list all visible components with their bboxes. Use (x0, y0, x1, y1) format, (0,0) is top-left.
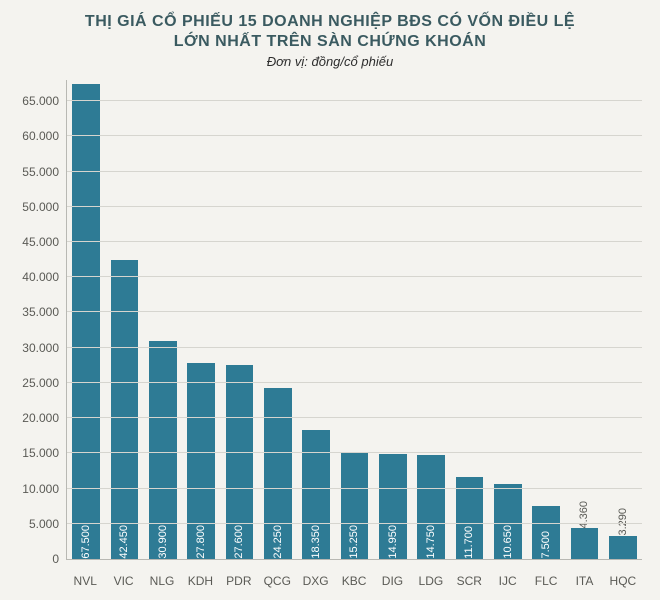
bar-qcg: 24.250 (264, 388, 292, 559)
xtick-label: DIG (373, 574, 411, 588)
ytick-label: 25.000 (22, 376, 67, 390)
bar-value-label: 67.500 (80, 521, 92, 559)
chart-title-line1: THỊ GIÁ CỔ PHIẾU 15 DOANH NGHIỆP BĐS CÓ … (16, 12, 644, 32)
ytick-label: 50.000 (22, 200, 67, 214)
bar-kbc: 15.250 (341, 452, 369, 559)
bar-vic: 42.450 (111, 260, 139, 559)
bar-nlg: 30.900 (149, 341, 177, 559)
bar-dig: 14.950 (379, 454, 407, 559)
gridline (67, 347, 642, 348)
xtick-label: KBC (335, 574, 373, 588)
bar-value-label: 10.650 (502, 521, 514, 559)
chart-title-block: THỊ GIÁ CỔ PHIẾU 15 DOANH NGHIỆP BĐS CÓ … (16, 12, 644, 69)
bar-kdh: 27.800 (187, 363, 215, 559)
bar-value-label: 11.700 (463, 522, 475, 559)
bar-value-label: 15.250 (348, 521, 360, 559)
bar-flc: 7.500 (532, 506, 560, 559)
gridline (67, 276, 642, 277)
chart-subtitle: Đơn vị: đồng/cổ phiếu (16, 54, 644, 69)
bar-value-label: 27.800 (195, 521, 207, 559)
xtick-label: IJC (488, 574, 526, 588)
bar-hqc: 3.290 (609, 536, 637, 559)
bar-ijc: 10.650 (494, 484, 522, 559)
gridline (67, 241, 642, 242)
plot-wrapper: 67.500 42.450 30.900 27.800 27.600 24.250 18.3… (66, 80, 642, 560)
ytick-label: 30.000 (22, 341, 67, 355)
xtick-label: LDG (412, 574, 450, 588)
ytick-label: 10.000 (22, 482, 67, 496)
bar-ita: 4.360 (571, 528, 599, 559)
gridline (67, 452, 642, 453)
bar-value-label: 27.600 (233, 521, 245, 559)
gridline (67, 100, 642, 101)
xtick-label: QCG (258, 574, 296, 588)
xtick-label: DXG (296, 574, 334, 588)
xtick-label: KDH (181, 574, 219, 588)
ytick-label: 35.000 (22, 305, 67, 319)
xtick-label: NLG (143, 574, 181, 588)
ytick-label: 60.000 (22, 129, 67, 143)
gridline (67, 171, 642, 172)
chart-container: THỊ GIÁ CỔ PHIẾU 15 DOANH NGHIỆP BĐS CÓ … (0, 0, 660, 600)
bar-ldg: 14.750 (417, 455, 445, 559)
bar-value-label: 14.750 (425, 521, 437, 559)
ytick-label: 0 (52, 552, 67, 566)
xtick-label: FLC (527, 574, 565, 588)
gridline (67, 311, 642, 312)
ytick-label: 45.000 (22, 235, 67, 249)
gridline (67, 417, 642, 418)
gridline (67, 135, 642, 136)
xtick-label: VIC (104, 574, 142, 588)
xtick-label: NVL (66, 574, 104, 588)
xtick-label: HQC (604, 574, 642, 588)
x-axis-labels: NVLVICNLGKDHPDRQCGDXGKBCDIGLDGSCRIJCFLCI… (66, 574, 642, 588)
bar-value-label: 4.360 (578, 499, 590, 529)
bar-scr: 11.700 (456, 477, 484, 559)
bar-value-label: 7.500 (540, 527, 552, 559)
bar-value-label: 24.250 (272, 521, 284, 559)
bar-value-label: 30.900 (157, 521, 169, 559)
ytick-label: 40.000 (22, 270, 67, 284)
gridline (67, 382, 642, 383)
bar-pdr: 27.600 (226, 365, 254, 559)
ytick-label: 5.000 (29, 517, 67, 531)
bar-value-label: 3.290 (617, 506, 629, 536)
bar-dxg: 18.350 (302, 430, 330, 559)
ytick-label: 55.000 (22, 165, 67, 179)
bar-value-label: 14.950 (387, 521, 399, 559)
ytick-label: 65.000 (22, 94, 67, 108)
bar-value-label: 18.350 (310, 521, 322, 559)
xtick-label: PDR (220, 574, 258, 588)
ytick-label: 20.000 (22, 411, 67, 425)
gridline (67, 206, 642, 207)
chart-title-line2: LỚN NHẤT TRÊN SÀN CHỨNG KHOÁN (16, 32, 644, 52)
xtick-label: SCR (450, 574, 488, 588)
gridline (67, 488, 642, 489)
ytick-label: 15.000 (22, 446, 67, 460)
gridline (67, 523, 642, 524)
bar-value-label: 42.450 (118, 521, 130, 559)
plot-area: 67.500 42.450 30.900 27.800 27.600 24.250 18.3… (66, 80, 642, 560)
xtick-label: ITA (565, 574, 603, 588)
